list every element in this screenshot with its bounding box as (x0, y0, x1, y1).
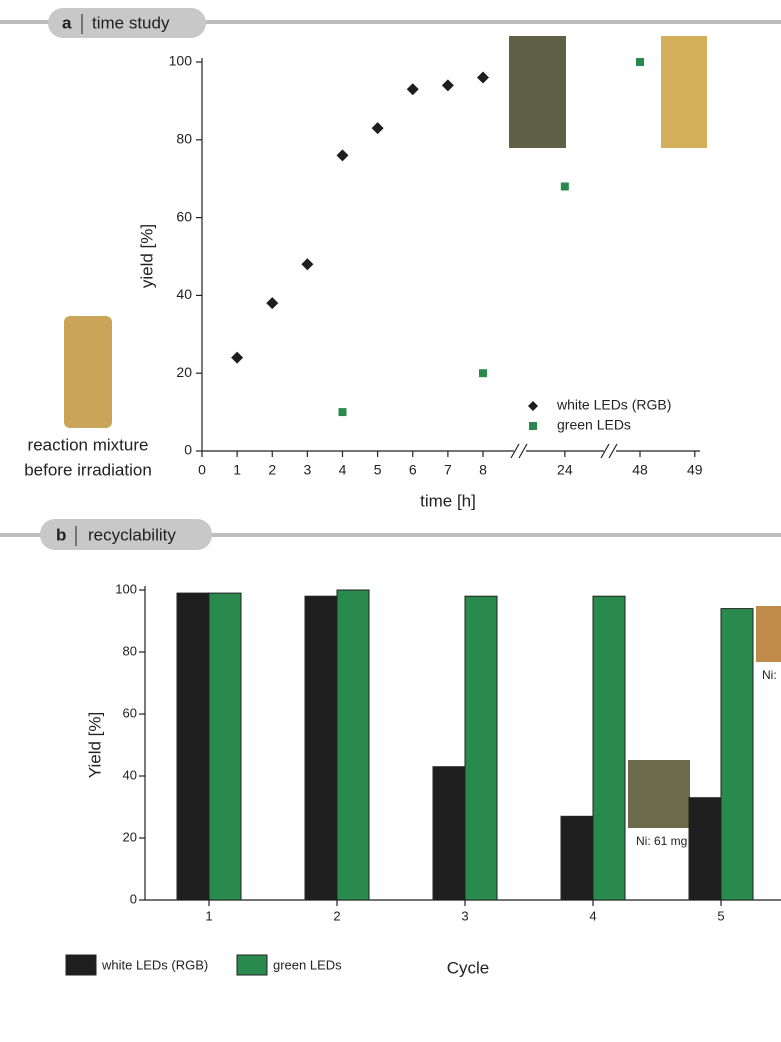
x-tick-label: 6 (409, 462, 417, 478)
legend-marker (529, 422, 537, 430)
legend-swatch (237, 955, 267, 975)
point (407, 83, 419, 95)
x-tick-label: 5 (717, 908, 724, 923)
x-tick-label: 1 (205, 908, 212, 923)
point (477, 72, 489, 84)
figure: a time study b recyclability reaction mi… (0, 0, 781, 1042)
x-tick-label: 7 (444, 462, 452, 478)
bar (561, 816, 593, 900)
x-tick-label: 3 (461, 908, 468, 923)
x-axis-label: time [h] (420, 491, 476, 510)
panel-label: a (62, 13, 72, 32)
bar (433, 767, 465, 900)
point (479, 369, 487, 377)
bar (465, 596, 497, 900)
y-tick-label: 40 (123, 767, 137, 782)
x-tick-label: 0 (198, 462, 206, 478)
x-tick-label: 49 (687, 462, 703, 478)
point (442, 79, 454, 91)
legend-label: green LEDs (557, 417, 631, 433)
x-tick-label: 2 (333, 908, 340, 923)
x-tick-label: 1 (233, 462, 241, 478)
point (301, 258, 313, 270)
annotation: Ni: (762, 668, 777, 682)
y-tick-label: 80 (176, 131, 192, 147)
legend-label: green LEDs (273, 957, 342, 972)
point (337, 149, 349, 161)
bar (209, 593, 241, 900)
y-tick-label: 40 (176, 286, 192, 302)
photo-powder (756, 606, 781, 662)
y-tick-label: 80 (123, 643, 137, 658)
annotation: before irradiation (24, 460, 152, 479)
x-tick-label: 48 (632, 462, 648, 478)
x-tick-label: 2 (268, 462, 276, 478)
y-axis-label: Yield [%] (85, 712, 104, 778)
y-tick-label: 20 (123, 829, 137, 844)
x-tick-label: 8 (479, 462, 487, 478)
x-tick-label: 4 (589, 908, 596, 923)
photo-vial (64, 316, 112, 428)
photo-vial (509, 36, 566, 148)
panel-label: b (56, 525, 66, 544)
point (636, 58, 644, 66)
point (231, 352, 243, 364)
y-tick-label: 100 (169, 53, 193, 69)
x-tick-label: 3 (303, 462, 311, 478)
x-tick-label: 5 (374, 462, 382, 478)
bar (337, 590, 369, 900)
bar (593, 596, 625, 900)
point (339, 408, 347, 416)
photo-powder (628, 760, 690, 828)
annotation: reaction mixture (28, 435, 149, 454)
point (561, 182, 569, 190)
bar (689, 798, 721, 900)
legend-swatch (66, 955, 96, 975)
y-axis-label: yield [%] (137, 224, 156, 288)
legend-label: white LEDs (RGB) (556, 397, 671, 413)
x-tick-label: 24 (557, 462, 573, 478)
x-axis-label: Cycle (447, 958, 490, 977)
y-tick-label: 60 (176, 208, 192, 224)
bar-plot: 0 20 40 60 80 100 1 2 3 4 5 (115, 581, 781, 923)
point (266, 297, 278, 309)
y-tick-label: 0 (184, 442, 192, 458)
legend-marker (528, 401, 538, 411)
panel-title: time study (92, 13, 170, 32)
y-tick-label: 100 (115, 581, 137, 596)
legend-label: white LEDs (RGB) (101, 957, 208, 972)
y-tick-label: 20 (176, 364, 192, 380)
bar (177, 593, 209, 900)
x-tick-label: 4 (339, 462, 347, 478)
photo-vial (661, 36, 707, 148)
bar (305, 596, 337, 900)
y-tick-label: 60 (123, 705, 137, 720)
panel-title: recyclability (88, 525, 176, 544)
point (372, 122, 384, 134)
bar (721, 609, 753, 900)
y-tick-label: 0 (130, 891, 137, 906)
